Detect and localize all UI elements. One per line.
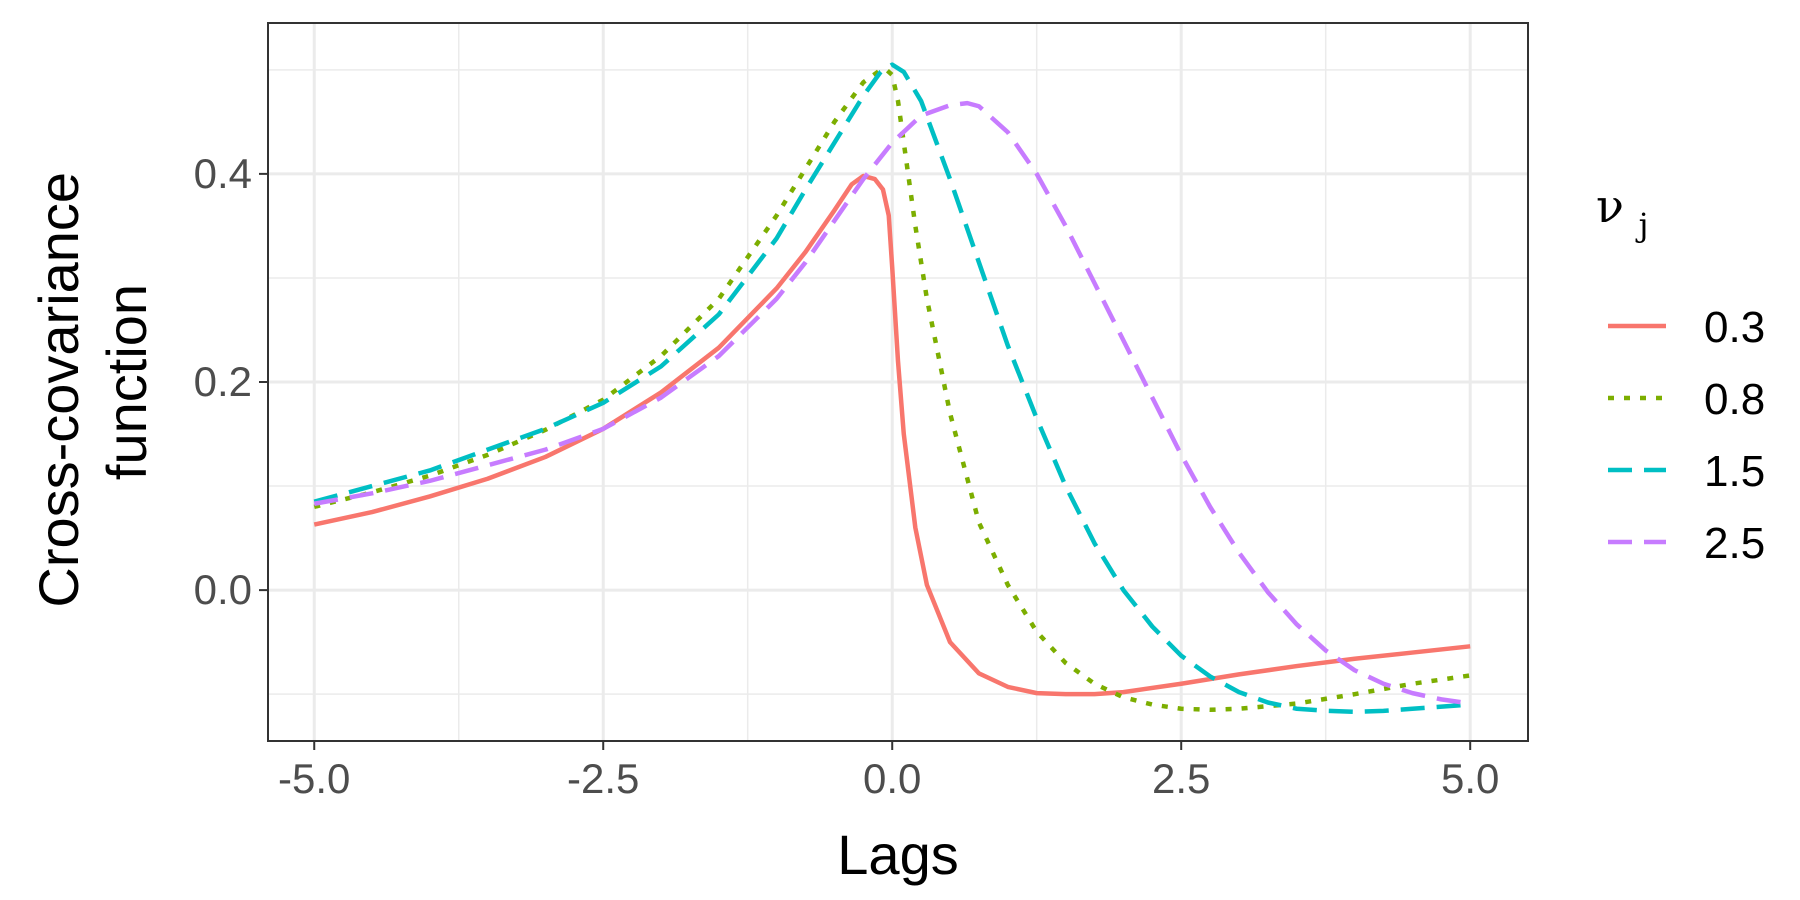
y-axis-title-line-2: function bbox=[95, 284, 158, 480]
legend-label-0.8: 0.8 bbox=[1704, 375, 1765, 424]
y-tick-labels: 0.0 0.2 0.4 bbox=[194, 150, 252, 613]
legend-title: ν j bbox=[1596, 179, 1649, 244]
x-tick-label: 0.0 bbox=[863, 755, 921, 802]
legend-item-0.8: 0.8 bbox=[1608, 375, 1765, 424]
y-tick-label: 0.4 bbox=[194, 150, 252, 197]
y-tick-label: 0.2 bbox=[194, 358, 252, 405]
series-line-2.5 bbox=[313, 100, 1471, 706]
legend-item-1.5: 1.5 bbox=[1608, 447, 1765, 496]
x-tick-label: 2.5 bbox=[1152, 755, 1210, 802]
legend-items: 0.3 0.8 1.5 2.5 bbox=[1608, 303, 1765, 568]
legend-label-2.5: 2.5 bbox=[1704, 519, 1765, 568]
axis-ticks bbox=[259, 172, 1472, 750]
x-tick-labels: -5.0 -2.5 0.0 2.5 5.0 bbox=[278, 755, 1499, 802]
series-line-0.3 bbox=[313, 173, 1471, 697]
legend-item-2.5: 2.5 bbox=[1608, 519, 1765, 568]
y-axis-title: Cross-covariance function bbox=[27, 156, 158, 607]
legend-label-0.3: 0.3 bbox=[1704, 303, 1765, 352]
legend: ν j 0.3 0.8 1.5 2.5 bbox=[1596, 179, 1765, 568]
y-axis-title-line-1: Cross-covariance bbox=[27, 172, 90, 608]
x-tick-label: 5.0 bbox=[1441, 755, 1499, 802]
x-tick-label: -5.0 bbox=[278, 755, 350, 802]
legend-label-1.5: 1.5 bbox=[1704, 447, 1765, 496]
legend-title-main: ν bbox=[1596, 179, 1624, 233]
series-layer bbox=[313, 62, 1471, 715]
series-line-0.8 bbox=[313, 67, 1471, 713]
series-line-1.5 bbox=[313, 62, 1471, 715]
y-tick-label: 0.0 bbox=[194, 566, 252, 613]
x-tick-label: -2.5 bbox=[567, 755, 639, 802]
legend-item-0.3: 0.3 bbox=[1608, 303, 1765, 352]
x-axis-title: Lags bbox=[837, 823, 958, 886]
legend-title-subscript: j bbox=[1635, 206, 1649, 244]
